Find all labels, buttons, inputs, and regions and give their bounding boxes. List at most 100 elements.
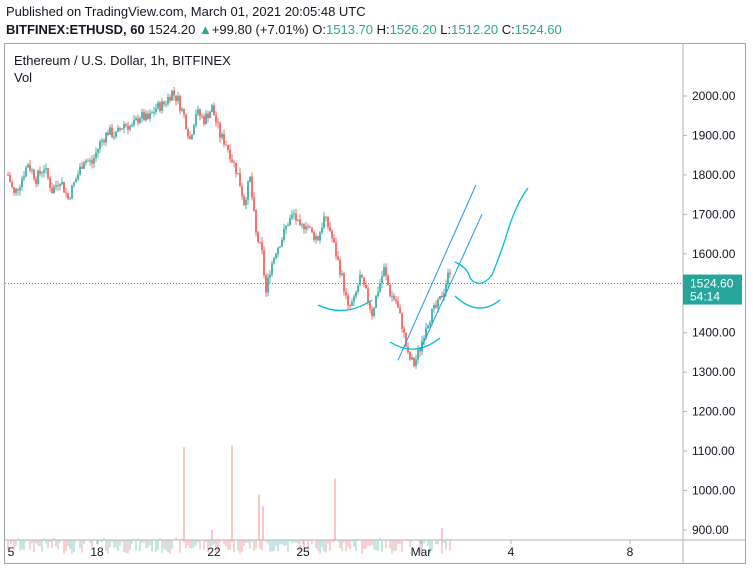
- candle-body: [249, 176, 251, 182]
- hand-drawn-curve: [389, 337, 441, 350]
- candle-body: [151, 112, 153, 114]
- candle-body: [185, 114, 187, 129]
- candle-body: [187, 128, 189, 137]
- candle-body: [365, 284, 367, 289]
- candle-body: [177, 96, 179, 101]
- candle-body: [321, 227, 323, 233]
- candle-body: [93, 158, 95, 164]
- candle-body: [443, 292, 445, 298]
- candle-body: [345, 291, 347, 296]
- candle-body: [233, 161, 235, 163]
- candle-body: [427, 325, 429, 329]
- candle-body: [203, 116, 205, 125]
- candle-body: [417, 349, 419, 360]
- candle-body: [363, 277, 365, 285]
- candle-body: [311, 227, 313, 233]
- candle-body: [257, 232, 259, 242]
- candle-body: [33, 169, 35, 179]
- candle-body: [439, 295, 441, 300]
- candle-body: [263, 250, 265, 276]
- candle-body: [235, 162, 237, 174]
- candle-body: [105, 132, 107, 143]
- candle-body: [445, 284, 447, 293]
- candle-body: [411, 357, 413, 360]
- candle-body: [47, 168, 49, 179]
- change-arrow-icon: ▲: [198, 22, 212, 37]
- last-price: 1524.20: [148, 22, 196, 37]
- axes: 2000.001900.001800.001700.001600.001500.…: [5, 44, 745, 563]
- candle-body: [305, 226, 307, 230]
- y-tick-label: 1900.00: [692, 128, 736, 142]
- candle-body: [19, 186, 21, 191]
- candle-body: [367, 288, 369, 303]
- y-tick-label: 1100.00: [692, 444, 735, 458]
- candle-body: [135, 118, 137, 121]
- candle-body: [179, 96, 181, 111]
- candle-body: [143, 112, 145, 121]
- candle-body: [171, 90, 173, 101]
- candle-body: [337, 256, 339, 260]
- current-price-label-bg: [683, 274, 742, 305]
- candle-body: [241, 186, 243, 197]
- candle-body: [49, 178, 51, 188]
- candle-body: [133, 120, 135, 125]
- candle-body: [431, 308, 433, 323]
- candle-body: [99, 141, 101, 149]
- candle-body: [387, 275, 389, 286]
- published-line: Published on TradingView.com, March 01, …: [6, 4, 366, 19]
- candle-body: [15, 188, 17, 193]
- channel-lower-line: [419, 214, 483, 351]
- candle-body: [145, 113, 147, 121]
- candle-body: [279, 246, 281, 248]
- candle-body: [147, 113, 149, 120]
- x-tick-label: 8: [627, 545, 634, 559]
- legend-volume: Vol: [14, 70, 33, 85]
- candle-body: [349, 305, 351, 307]
- candle-body: [95, 152, 97, 159]
- candle-body: [61, 182, 63, 185]
- candle-body: [355, 291, 357, 297]
- candle-body: [313, 232, 315, 240]
- candle-body: [67, 193, 69, 199]
- candle-body: [229, 149, 231, 160]
- candle-body: [65, 192, 67, 194]
- candle-body: [87, 160, 89, 162]
- candle-body: [101, 140, 103, 142]
- candle-body: [325, 216, 327, 218]
- candle-body: [375, 295, 377, 309]
- candle-body: [157, 102, 159, 109]
- candle-body: [31, 169, 33, 171]
- candle-body: [383, 267, 385, 277]
- candle-body: [217, 122, 219, 124]
- candle-body: [291, 214, 293, 219]
- x-tick-label: 18: [90, 545, 104, 559]
- candle-body: [119, 128, 121, 130]
- low-value: 1512.20: [451, 22, 499, 37]
- candle-body: [353, 296, 355, 302]
- hand-drawn-curve: [317, 299, 373, 312]
- candle-body: [391, 295, 393, 297]
- candle-body: [269, 274, 271, 278]
- candle-body: [413, 357, 415, 366]
- candle-body: [405, 332, 407, 347]
- candle-body: [245, 199, 247, 206]
- candle-body: [213, 105, 215, 116]
- hand-drawn-curve: [454, 295, 501, 309]
- candle-body: [205, 113, 207, 125]
- candle-body: [59, 184, 61, 186]
- candle-body: [385, 267, 387, 276]
- candle-body: [71, 185, 73, 199]
- candle-body: [361, 274, 363, 278]
- symbol: BITFINEX:ETHUSD, 60: [6, 22, 145, 37]
- candle-body: [201, 116, 203, 118]
- y-tick-label: 1200.00: [692, 405, 736, 419]
- candle-body: [287, 225, 289, 227]
- x-tick-label: 4: [508, 545, 515, 559]
- low-label: L:: [440, 22, 452, 37]
- candle-body: [7, 174, 9, 176]
- candle-body: [41, 172, 43, 174]
- candle-body: [429, 322, 431, 326]
- candle-body: [271, 263, 273, 275]
- candle-body: [25, 167, 27, 177]
